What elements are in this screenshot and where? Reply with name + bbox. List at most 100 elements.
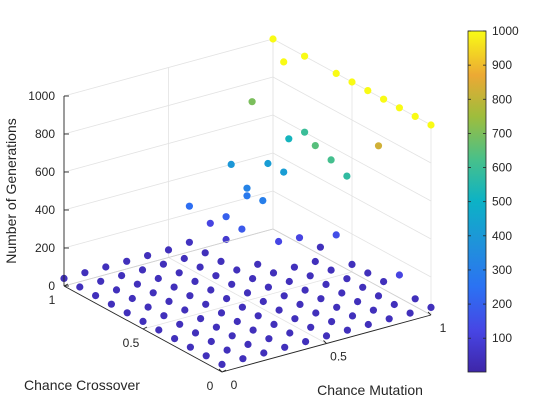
data-point	[249, 275, 257, 283]
data-point	[374, 292, 383, 300]
data-point	[217, 257, 225, 265]
data-point	[364, 320, 372, 329]
data-point	[301, 52, 309, 60]
data-point	[312, 309, 320, 317]
y-axis-label: Chance Crossover	[24, 377, 140, 393]
data-point	[427, 121, 435, 129]
data-point	[186, 343, 194, 351]
data-point	[301, 286, 309, 294]
data-point	[364, 269, 372, 277]
data-point	[322, 332, 331, 340]
colorbar-tick-label: 1000	[492, 24, 519, 38]
data-point	[138, 266, 147, 274]
data-point	[332, 231, 340, 239]
x-tick-mark	[218, 368, 223, 373]
data-point	[427, 303, 435, 311]
data-point	[316, 243, 324, 251]
data-point	[133, 280, 141, 288]
data-point	[280, 292, 288, 300]
data-point	[348, 312, 357, 320]
data-point	[285, 277, 293, 286]
data-point	[359, 283, 367, 291]
axes-walls	[63, 38, 432, 373]
data-point	[348, 78, 356, 86]
data-point	[201, 249, 209, 257]
data-point	[176, 320, 184, 328]
data-point	[374, 142, 383, 150]
y-tick-label: 1	[49, 293, 56, 307]
z-tick-label: 0	[48, 279, 55, 293]
data-point	[107, 300, 115, 308]
data-point	[207, 337, 215, 346]
data-point	[302, 338, 310, 346]
data-point	[76, 283, 84, 291]
data-point	[243, 289, 252, 297]
x-tick-mark	[323, 340, 327, 344]
data-point	[185, 238, 193, 246]
data-point	[264, 283, 272, 291]
data-point	[118, 272, 126, 280]
data-point	[154, 274, 162, 283]
y-tick-label: 0.5	[123, 336, 140, 350]
data-point	[144, 252, 152, 260]
gridline-y	[142, 271, 353, 330]
data-point	[160, 312, 168, 320]
data-point	[327, 266, 335, 274]
data-point	[275, 237, 283, 246]
box-edge	[272, 228, 432, 316]
data-point	[259, 197, 267, 205]
data-point	[269, 269, 278, 277]
data-point	[244, 340, 252, 348]
data-point	[228, 332, 236, 340]
data-point	[369, 306, 377, 314]
data-point	[123, 309, 131, 317]
data-point	[395, 104, 403, 112]
data-point	[202, 352, 210, 360]
x-tick-label: 1	[440, 321, 447, 335]
z-tick-label: 800	[35, 127, 55, 141]
data-point	[411, 112, 419, 120]
colorbar-tick-label: 800	[492, 92, 512, 106]
data-point	[411, 295, 419, 303]
data-point	[218, 360, 226, 368]
data-point	[395, 271, 403, 279]
data-point	[259, 297, 267, 306]
data-point	[406, 309, 414, 317]
data-point	[248, 98, 256, 106]
data-point	[202, 300, 210, 308]
data-point	[233, 317, 241, 326]
data-point	[328, 318, 336, 326]
data-point	[149, 289, 157, 297]
z-tick-label: 200	[35, 241, 55, 255]
data-point	[343, 172, 351, 180]
data-point	[139, 317, 147, 325]
data-point	[81, 269, 89, 277]
data-point	[165, 297, 173, 305]
data-point	[286, 329, 294, 337]
data-point	[333, 303, 341, 311]
data-point	[301, 128, 309, 136]
data-point	[269, 35, 277, 43]
data-point	[206, 219, 214, 227]
z-tick-label: 600	[35, 165, 55, 179]
axes-box	[63, 96, 432, 373]
data-point	[243, 192, 251, 200]
x-tick-label: 0	[231, 378, 238, 392]
data-point	[281, 343, 289, 351]
data-point	[223, 295, 231, 303]
data-point	[380, 95, 388, 103]
y-tick-mark	[221, 369, 227, 373]
data-point	[212, 323, 220, 331]
data-point	[97, 277, 105, 285]
data-point	[280, 168, 288, 176]
data-point	[343, 275, 351, 283]
data-point	[170, 283, 178, 291]
z-tick-label: 400	[35, 203, 55, 217]
colorbar: 100 200 300 400 500 600 700 800 900 1000	[467, 24, 519, 373]
data-point	[311, 257, 319, 266]
data-point	[291, 315, 299, 323]
colorbar-tick-label: 200	[492, 297, 512, 311]
data-point	[112, 286, 121, 294]
z-axis-label: Number of Generations	[3, 118, 19, 264]
